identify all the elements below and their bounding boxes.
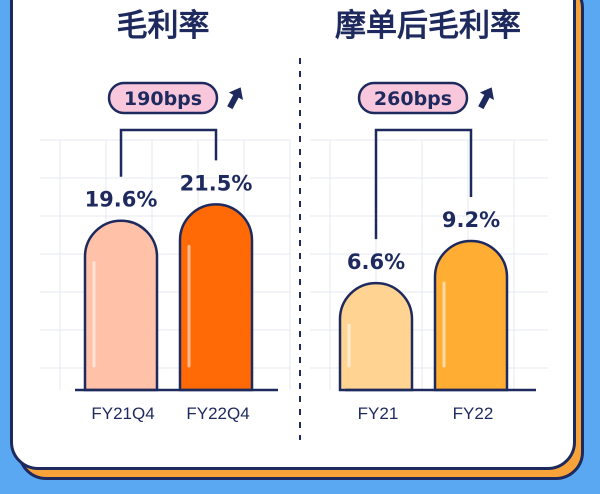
data-label: 9.2% [442, 208, 500, 232]
change-bracket [119, 128, 218, 177]
change-badge-label: 190bps [124, 88, 202, 110]
arrow-up-shape [227, 87, 244, 110]
chart-title: 毛利率 [117, 8, 210, 44]
bar-fy21q4 [83, 219, 159, 392]
arrow-up-icon [227, 87, 244, 110]
bar-fy22 [433, 239, 509, 392]
bar-fy22q4 [178, 203, 254, 392]
change-bracket [374, 128, 473, 240]
arrow-up-icon [478, 87, 495, 110]
x-tick-label: FY21 [358, 404, 399, 423]
change-badge [357, 81, 469, 115]
change-badge-label: 260bps [374, 88, 452, 110]
data-label: 21.5% [180, 171, 253, 195]
arrow-up-shape [478, 87, 495, 110]
bar-fy21 [338, 281, 414, 392]
data-label: 19.6% [85, 188, 158, 212]
chart-title: 摩单后毛利率 [335, 8, 521, 44]
x-tick-label: FY22Q4 [186, 404, 249, 423]
x-tick-label: FY22 [453, 404, 494, 423]
data-label: 6.6% [347, 250, 405, 274]
change-badge [107, 81, 219, 115]
x-tick-label: FY21Q4 [91, 404, 154, 423]
